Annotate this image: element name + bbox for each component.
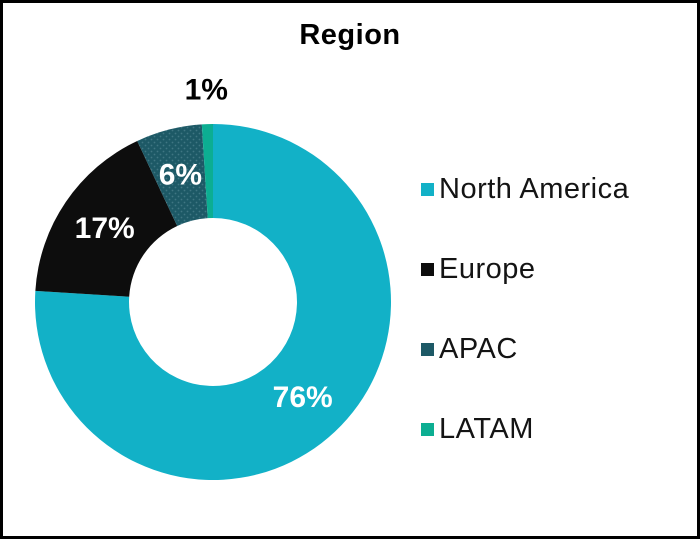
donut-slice-europe[interactable] bbox=[35, 140, 178, 297]
donut-slice-north-america[interactable] bbox=[34, 124, 391, 480]
donut-chart: 76% 17% 6% 1% bbox=[34, 74, 391, 480]
legend-label: Europe bbox=[439, 252, 536, 285]
donut-slice-apac[interactable] bbox=[137, 124, 208, 226]
legend-item-north-america[interactable]: North America bbox=[421, 171, 629, 207]
legend-color-swatch bbox=[421, 422, 434, 436]
legend-label: APAC bbox=[439, 332, 518, 365]
donut-slice-latam[interactable] bbox=[201, 123, 213, 219]
slice-data-label: 1% bbox=[185, 74, 228, 107]
legend-label: LATAM bbox=[439, 412, 534, 445]
legend-item-europe[interactable]: Europe bbox=[421, 251, 629, 287]
legend-label: North America bbox=[439, 172, 630, 205]
chart-title: Region bbox=[299, 19, 401, 51]
legend-item-latam[interactable]: LATAM bbox=[421, 411, 629, 447]
slice-data-label: 76% bbox=[273, 381, 333, 414]
slice-data-label: 6% bbox=[159, 159, 202, 192]
legend-color-swatch bbox=[421, 262, 434, 276]
legend-color-swatch bbox=[421, 182, 434, 196]
slice-data-label: 17% bbox=[75, 212, 135, 245]
legend-color-swatch bbox=[421, 342, 434, 356]
chart-legend: North America Europe APAC LATAM bbox=[421, 171, 629, 447]
legend-item-apac[interactable]: APAC bbox=[421, 331, 629, 367]
